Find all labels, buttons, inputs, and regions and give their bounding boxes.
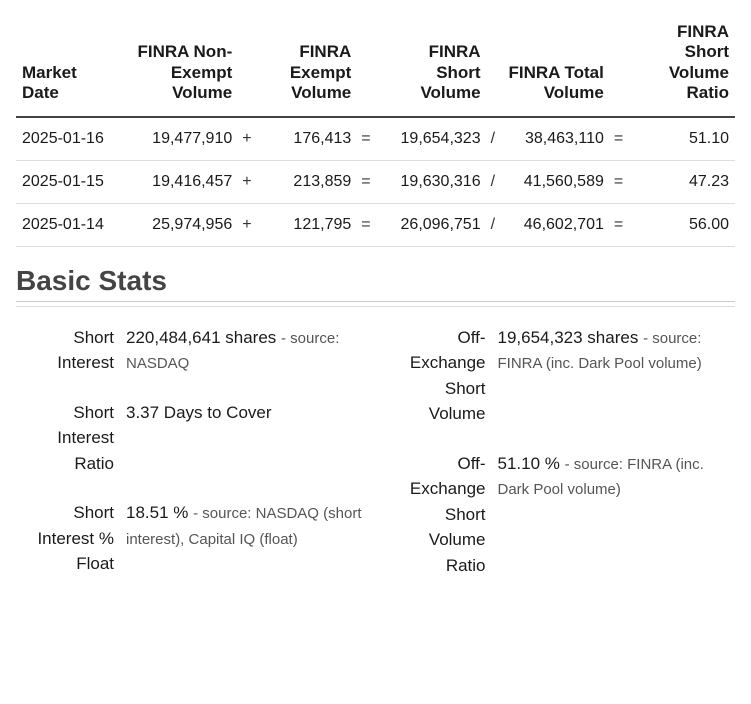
cell-date: 2025-01-15 [16, 160, 113, 203]
col-ratio: FINRA Short Volume Ratio [627, 16, 735, 117]
stat-label: Short Interest Ratio [16, 400, 126, 477]
op-slash: / [487, 117, 499, 161]
col-op [610, 16, 627, 117]
op-eq: = [610, 117, 627, 161]
basic-stats-title: Basic Stats [16, 265, 735, 302]
stat-value-text: 3.37 Days to Cover [126, 403, 272, 422]
cell-exempt: 213,859 [256, 160, 358, 203]
cell-total: 46,602,701 [499, 203, 610, 246]
stat-label: Short Interest % Float [16, 500, 126, 577]
stat-value-text: 18.51 % [126, 503, 193, 522]
finra-volume-table: Market Date FINRA Non-Exempt Volume FINR… [16, 16, 735, 247]
table-row: 2025-01-1619,477,910+176,413=19,654,323/… [16, 117, 735, 161]
cell-ratio: 56.00 [627, 203, 735, 246]
col-market-date: Market Date [16, 16, 113, 117]
cell-date: 2025-01-14 [16, 203, 113, 246]
col-exempt: FINRA Exempt Volume [256, 16, 358, 117]
op-slash: / [487, 160, 499, 203]
op-plus: + [238, 117, 255, 161]
basic-stats: Short Interest220,484,641 shares - sourc… [16, 306, 735, 593]
cell-non-exempt: 19,416,457 [113, 160, 238, 203]
stat-value-text: 220,484,641 shares [126, 328, 281, 347]
cell-short: 19,630,316 [375, 160, 487, 203]
col-total: FINRA Total Volume [499, 16, 610, 117]
op-plus: + [238, 203, 255, 246]
op-eq: = [357, 203, 374, 246]
cell-exempt: 176,413 [256, 117, 358, 161]
stat-value: 51.10 % - source: FINRA (inc. Dark Pool … [498, 451, 736, 579]
cell-non-exempt: 25,974,956 [113, 203, 238, 246]
op-eq: = [357, 117, 374, 161]
stat-value: 19,654,323 shares - source: FINRA (inc. … [498, 325, 736, 427]
stat-row: Off-Exchange Short Volume Ratio51.10 % -… [388, 441, 736, 593]
cell-non-exempt: 19,477,910 [113, 117, 238, 161]
table-header-row: Market Date FINRA Non-Exempt Volume FINR… [16, 16, 735, 117]
stat-value: 18.51 % - source: NASDAQ (short interest… [126, 500, 364, 577]
cell-date: 2025-01-16 [16, 117, 113, 161]
col-op [238, 16, 255, 117]
stat-row: Off-Exchange Short Volume19,654,323 shar… [388, 315, 736, 441]
stat-value-text: 51.10 % [498, 454, 565, 473]
col-short: FINRA Short Volume [375, 16, 487, 117]
cell-ratio: 47.23 [627, 160, 735, 203]
cell-total: 38,463,110 [499, 117, 610, 161]
col-non-exempt: FINRA Non-Exempt Volume [113, 16, 238, 117]
op-eq: = [357, 160, 374, 203]
stat-label: Short Interest [16, 325, 126, 376]
cell-exempt: 121,795 [256, 203, 358, 246]
stats-col-left: Short Interest220,484,641 shares - sourc… [16, 315, 364, 593]
cell-total: 41,560,589 [499, 160, 610, 203]
op-slash: / [487, 203, 499, 246]
cell-ratio: 51.10 [627, 117, 735, 161]
stat-value-text: 19,654,323 shares [498, 328, 644, 347]
stat-row: Short Interest220,484,641 shares - sourc… [16, 315, 364, 390]
op-eq: = [610, 160, 627, 203]
stats-col-right: Off-Exchange Short Volume19,654,323 shar… [388, 315, 736, 593]
stat-row: Short Interest % Float18.51 % - source: … [16, 490, 364, 591]
col-op [357, 16, 374, 117]
stat-label: Off-Exchange Short Volume Ratio [388, 451, 498, 579]
stat-value: 220,484,641 shares - source: NASDAQ [126, 325, 364, 376]
stat-label: Off-Exchange Short Volume [388, 325, 498, 427]
op-eq: = [610, 203, 627, 246]
table-row: 2025-01-1519,416,457+213,859=19,630,316/… [16, 160, 735, 203]
col-op [487, 16, 499, 117]
stat-row: Short Interest Ratio3.37 Days to Cover [16, 390, 364, 491]
op-plus: + [238, 160, 255, 203]
table-row: 2025-01-1425,974,956+121,795=26,096,751/… [16, 203, 735, 246]
stat-value: 3.37 Days to Cover [126, 400, 364, 477]
cell-short: 19,654,323 [375, 117, 487, 161]
cell-short: 26,096,751 [375, 203, 487, 246]
